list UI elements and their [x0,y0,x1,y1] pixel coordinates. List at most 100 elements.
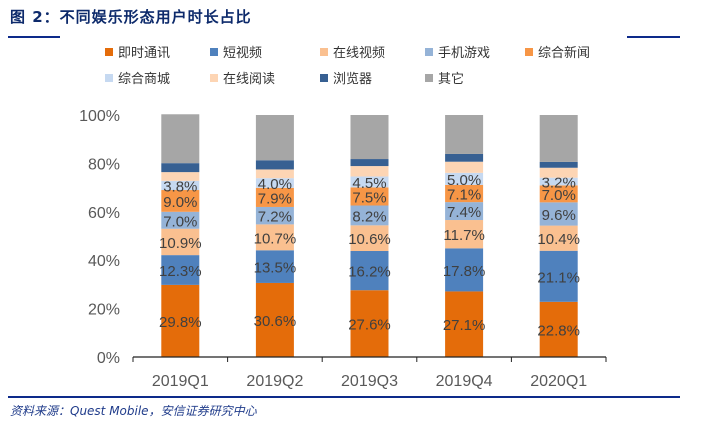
bar-segment [539,225,578,251]
legend-label: 其它 [438,72,465,87]
legend-label: 在线视频 [333,46,386,61]
data-label: 22.8% [537,322,580,339]
legend-item: 短视频 [210,42,262,61]
legend-label: 综合新闻 [538,46,591,61]
legend-label: 综合商城 [118,72,171,87]
bar-segment [445,153,484,162]
bar-segment [161,172,200,181]
bar-segment [539,202,578,226]
legend-swatch [425,73,433,82]
bar-segment [539,250,578,302]
y-tick-label: 40% [88,253,120,270]
data-label: 30.6% [254,313,297,330]
data-label: 12.3% [159,263,202,280]
bar-segment [255,178,294,188]
legend-swatch [210,73,218,82]
figure-title: 图 2：不同娱乐形态用户时长占比 [10,8,252,26]
bar-segment [539,301,578,357]
source-note: 资料来源：Quest Mobile，安信证券研究中心 [10,404,257,418]
bar-segment [350,187,389,206]
bar-segment [539,185,578,203]
data-label: 9.0% [163,194,197,211]
data-label: 5.0% [447,172,481,189]
data-label: 17.8% [443,263,486,280]
legend-item: 浏览器 [320,68,372,87]
data-label: 10.6% [348,231,391,248]
bar-segment [255,115,294,161]
bar-segment [539,161,578,168]
bar-segment [445,184,484,203]
bar-segment [161,211,200,229]
y-tick-label: 20% [88,302,120,319]
bar-segment [445,291,484,357]
bar-segment [445,202,484,221]
legend-swatch [105,47,113,56]
bar-segment [350,290,389,357]
data-label: 11.7% [443,227,484,244]
footer-line [8,396,680,398]
legend-swatch [105,73,113,82]
data-label: 10.7% [254,230,297,247]
legend-swatch [425,47,433,56]
bar-segment [161,114,200,164]
data-label: 7.4% [447,204,481,221]
data-label: 7.1% [447,187,481,204]
x-tick-label: 2019Q3 [341,373,398,390]
data-label: 27.1% [443,317,486,334]
legend-label: 手机游戏 [438,46,491,61]
bar-segment [350,176,389,188]
bar-segment [445,115,484,154]
bar-segment [255,187,294,207]
bar-segment [255,169,294,179]
legend-item: 在线阅读 [210,68,275,87]
bar-segment [255,250,294,283]
bar-segment [161,228,200,256]
legend-label: 浏览器 [333,72,373,87]
legend-label: 即时通讯 [118,46,171,61]
data-label: 16.2% [348,264,391,281]
y-tick-label: 80% [88,156,120,173]
legend-swatch [210,47,218,56]
bar-segment [350,251,389,291]
title-underline-left [8,36,60,38]
legend-label: 短视频 [223,46,263,61]
x-tick-label: 2019Q4 [436,373,493,390]
legend-item: 其它 [425,68,464,87]
bar-segment [255,160,294,170]
bar-segment [445,161,484,173]
bar-segment [445,172,484,185]
bar-segment [255,206,294,225]
data-label: 9.6% [542,207,576,224]
legend-swatch [320,47,328,56]
data-label: 4.0% [258,176,292,193]
data-label: 7.2% [258,209,292,226]
data-label: 10.4% [537,231,580,248]
bar-segment [161,190,200,212]
data-label: 13.5% [254,260,297,277]
bar-segment [445,220,484,249]
bar-segment [445,248,484,292]
title-underline-right [627,36,680,38]
stacked-bar-chart: 0% 20% 40% 60% 80% 100% 29.8% 12.3% 10.9% 7.0% 9.0… [79,108,607,390]
bar-segment [161,284,200,357]
legend-swatch [320,73,328,82]
y-tick-label: 0% [97,350,120,367]
bar-segment [255,282,294,357]
data-label: 21.1% [537,269,580,286]
bar-segment [350,225,389,252]
legend-label: 在线阅读 [223,72,276,87]
data-label: 8.2% [352,208,386,225]
y-tick-label: 60% [88,205,120,222]
data-label: 4.5% [352,175,386,192]
legend-item: 综合商城 [105,68,170,87]
bar-segment [255,224,294,251]
bar-segment [539,167,578,178]
legend-item: 手机游戏 [425,42,490,61]
bar-segment [350,159,389,167]
bar-segment [161,255,200,285]
legend-item: 在线视频 [320,42,385,61]
bar-segment [161,163,200,173]
bar-segment [161,180,200,191]
legend-item: 即时通讯 [105,42,170,61]
